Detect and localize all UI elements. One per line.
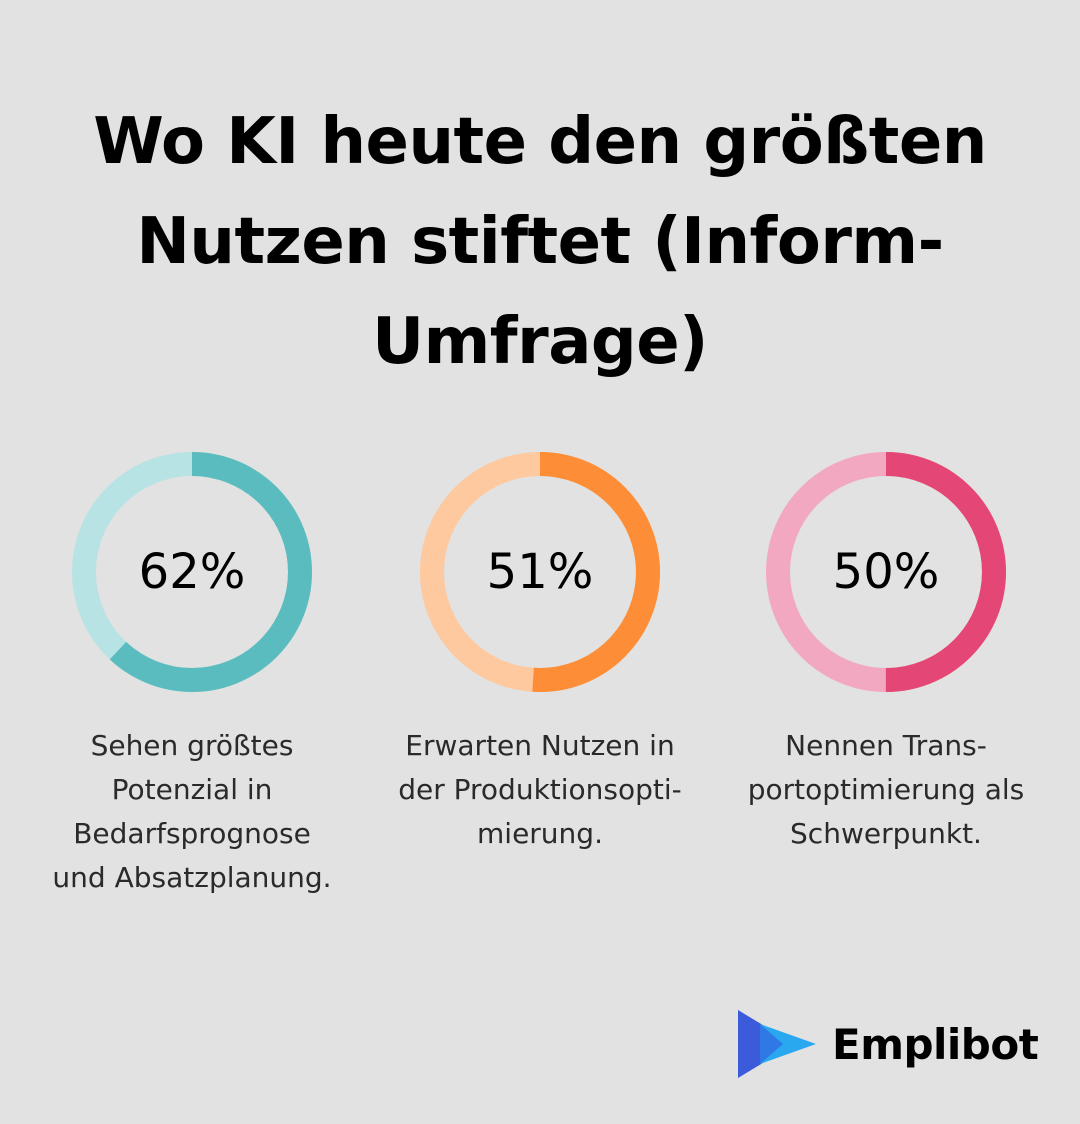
caption-line: Potenzial in: [111, 773, 273, 806]
percentage-label: 62%: [139, 544, 246, 600]
donut-chart: 51%: [420, 452, 660, 692]
stat-caption-2: Erwarten Nutzen in der Produktionsopti- …: [380, 724, 700, 856]
play-arrow-logo-icon: [738, 1010, 816, 1078]
donut-chart: 50%: [766, 452, 1006, 692]
percentage-label: 50%: [833, 544, 940, 600]
donut-chart: 62%: [72, 452, 312, 692]
percentage-label: 51%: [487, 544, 594, 600]
caption-line: Nennen Trans-: [785, 729, 987, 762]
caption-line: mierung.: [477, 817, 603, 850]
stat-caption-1: Sehen größtes Potenzial in Bedarfsprogno…: [32, 724, 352, 900]
donut-value-arc: [766, 452, 1006, 692]
stat-caption-3: Nennen Trans- portoptimierung als Schwer…: [726, 724, 1046, 856]
donut-value-arc: [72, 452, 312, 692]
caption-line: Sehen größtes: [90, 729, 294, 762]
caption-line: Bedarfsprognose: [73, 817, 311, 850]
page-title: Wo KI heute den größten Nutzen stiftet (…: [60, 92, 1020, 392]
caption-line: Erwarten Nutzen in: [405, 729, 675, 762]
brand-name: Emplibot: [832, 1020, 1039, 1069]
caption-line: und Absatzplanung.: [52, 861, 332, 894]
donut-stat-1: 62%: [32, 452, 352, 692]
title-line: Wo KI heute den größten: [93, 105, 987, 179]
brand-logo: Emplibot: [736, 1008, 1046, 1080]
donut-stat-2: 51%: [380, 452, 700, 692]
title-line: Umfrage): [372, 305, 708, 379]
donut-value-arc: [420, 452, 660, 692]
title-line: Nutzen stiftet (Inform-: [136, 205, 944, 279]
caption-line: der Produktionsopti-: [398, 773, 682, 806]
caption-line: portoptimierung als: [747, 773, 1025, 806]
caption-line: Schwerpunkt.: [790, 817, 982, 850]
donut-stat-3: 50%: [726, 452, 1046, 692]
